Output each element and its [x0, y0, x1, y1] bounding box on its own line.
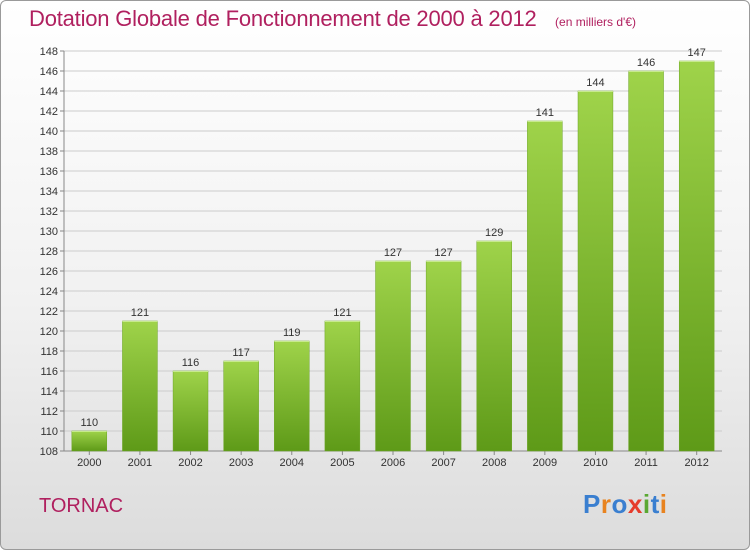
logo-letter: P: [583, 489, 601, 519]
x-tick-label-2008: 2008: [482, 457, 506, 469]
y-tick-label: 118: [40, 346, 58, 358]
title-row: Dotation Globale de Fonctionnement de 20…: [29, 6, 636, 32]
data-label-2011: 146: [637, 57, 655, 69]
data-label-2006: 127: [384, 247, 402, 259]
data-label-2008: 129: [485, 227, 503, 239]
data-label-2003: 117: [232, 347, 250, 359]
proxiti-logo[interactable]: Proxiti: [583, 489, 667, 520]
x-tick-label-2004: 2004: [280, 457, 304, 469]
y-tick-label: 112: [40, 406, 58, 418]
y-tick-label: 116: [40, 366, 58, 378]
logo-letter: r: [600, 489, 612, 519]
y-tick-label: 142: [40, 106, 58, 118]
data-label-2007: 127: [434, 247, 452, 259]
y-tick-label: 108: [40, 446, 58, 458]
data-label-2012: 147: [688, 47, 706, 59]
data-label-2002: 116: [182, 357, 200, 369]
bar-2007: [425, 260, 462, 452]
bar-2004: [274, 340, 310, 452]
data-label-2005: 121: [333, 307, 351, 319]
data-label-2009: 141: [536, 107, 554, 119]
y-tick-label: 114: [40, 386, 58, 398]
x-tick-label-2001: 2001: [128, 457, 152, 469]
y-tick-label: 126: [40, 266, 58, 278]
x-tick-labels: 2000 2001 2002 2003 2004 2005 2006 2007 2008 2009…: [77, 457, 709, 469]
x-tick-label-2006: 2006: [381, 457, 405, 469]
logo-letter: o: [611, 489, 628, 519]
y-tick-label: 130: [40, 226, 58, 238]
y-tick-label: 138: [40, 146, 58, 158]
data-label-2010: 144: [586, 77, 604, 89]
data-labels: 110 121 116 117 119 121 127 127 129 141 144 146 147: [81, 47, 706, 429]
x-tick-label-2003: 2003: [229, 457, 253, 469]
y-tick-label: 128: [40, 246, 58, 258]
bar-2009: [527, 120, 563, 452]
logo-letter: x: [627, 489, 643, 519]
y-tick-label: 110: [40, 426, 58, 438]
x-tick-label-2005: 2005: [330, 457, 354, 469]
x-tick-label-2012: 2012: [684, 457, 708, 469]
y-tick-label: 148: [40, 46, 58, 58]
x-tick-label-2010: 2010: [583, 457, 607, 469]
logo-letter: i: [659, 489, 668, 519]
data-label-2001: 121: [131, 307, 149, 319]
logo-letter: i: [642, 489, 651, 519]
bar-2003: [223, 360, 259, 452]
chart-title: Dotation Globale de Fonctionnement de 20…: [29, 6, 537, 31]
y-tick-label: 122: [40, 306, 58, 318]
bar-2005: [324, 320, 361, 452]
bars: [71, 60, 715, 452]
x-tick-label-2007: 2007: [431, 457, 455, 469]
x-tick-label-2009: 2009: [533, 457, 557, 469]
logo-letter: t: [650, 489, 660, 519]
data-label-2004: 119: [283, 327, 301, 339]
bar-2011: [628, 70, 664, 452]
bar-2001: [122, 320, 158, 452]
y-tick-label: 146: [40, 66, 58, 78]
bar-2002: [172, 370, 209, 452]
x-tick-label-2011: 2011: [634, 457, 658, 469]
y-tick-label: 140: [40, 126, 58, 138]
bar-2010: [577, 90, 614, 452]
y-tick-label: 144: [40, 86, 58, 98]
y-tick-label: 134: [40, 186, 58, 198]
y-tick-label: 132: [40, 206, 58, 218]
bar-2008: [476, 240, 512, 452]
y-tick-label: 120: [40, 326, 58, 338]
bar-2006: [375, 260, 411, 452]
y-tick-label: 124: [40, 286, 58, 298]
data-label-2000: 110: [81, 417, 99, 429]
y-tick-label: 136: [40, 166, 58, 178]
chart-unit: (en milliers d'€): [555, 15, 637, 29]
bar-2012: [678, 60, 715, 452]
place-name: TORNAC: [39, 495, 124, 517]
y-tick-labels: 108 110 112 114 116 118 120 122 124 126 128 130 132 1…: [40, 46, 58, 458]
bar-2000: [71, 430, 108, 452]
x-tick-label-2002: 2002: [178, 457, 202, 469]
x-tick-label-2000: 2000: [77, 457, 101, 469]
